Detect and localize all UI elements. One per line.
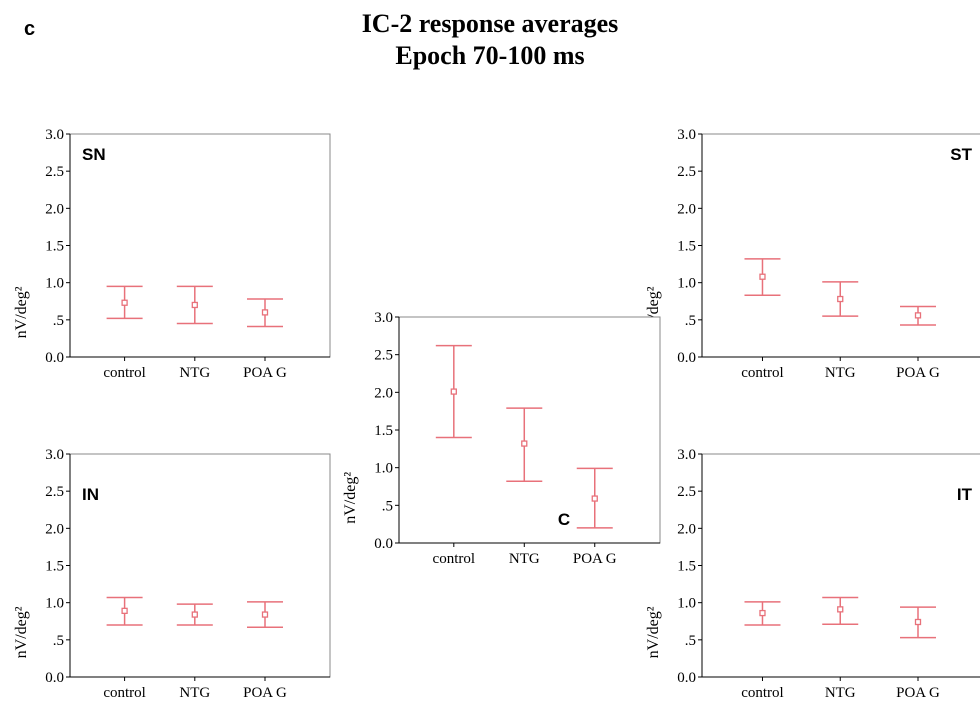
figure-title: IC-2 response averages [361,9,619,38]
x-tick-label: control [433,551,476,567]
x-tick-label: POA G [243,685,287,701]
chart-it: 0.0 .5 1.0 1.5 2.0 2.5 3.0 control NTG POA G nV/de… [645,447,980,701]
panel-label: SN [82,145,106,164]
y-tick-label: 2.5 [374,348,393,364]
y-tick-label: .5 [685,633,696,649]
y-tick-label: 2.5 [45,484,64,500]
plot-frame [69,133,331,358]
y-tick-label: 0.0 [374,536,393,552]
x-tick-label: NTG [179,365,210,381]
chart-c: 0.0 .5 1.0 1.5 2.0 2.5 3.0 control NTG POA G nV/de… [342,310,661,567]
y-tick-label: 3.0 [45,127,64,143]
y-tick-label: 0.0 [677,670,696,686]
x-tick-label: POA G [896,365,940,381]
y-tick-label: 2.0 [677,521,696,537]
x-tick-label: POA G [896,685,940,701]
y-tick-label: 3.0 [677,127,696,143]
chart-in: 0.0 .5 1.0 1.5 2.0 2.5 3.0 control NTG POA G nV/de… [13,447,331,701]
x-tick-label: POA G [243,365,287,381]
y-tick-label: 2.5 [677,484,696,500]
mean-marker [591,495,598,502]
y-axis-label: nV/deg² [645,606,662,658]
y-tick-label: 1.5 [677,239,696,255]
x-tick-label: NTG [509,551,540,567]
y-tick-label: 2.5 [677,164,696,180]
x-tick-label: control [741,685,784,701]
panel-letter: c [24,18,36,40]
y-tick-label: 1.5 [677,559,696,575]
mean-marker [261,309,269,316]
y-tick-label: .5 [382,498,393,514]
y-tick-label: 1.0 [45,276,64,292]
x-tick-label: control [103,685,146,701]
y-tick-label: .5 [685,313,696,329]
figure-subtitle: Epoch 70-100 ms [395,41,585,70]
x-tick-label: POA G [573,551,617,567]
y-tick-label: 1.5 [45,559,64,575]
x-tick-label: NTG [825,685,856,701]
y-tick-label: 0.0 [45,350,64,366]
y-tick-label: .5 [53,633,64,649]
y-axis-label: nV/deg² [13,606,30,658]
y-tick-label: 1.5 [374,423,393,439]
chart-sn: 0.0 .5 1.0 1.5 2.0 2.5 3.0 control NTG POA G nV/de… [13,127,331,381]
plot-frame [69,453,331,678]
mean-marker [837,606,844,613]
mean-marker [914,312,922,319]
plot-frame [701,453,980,678]
mean-marker [914,618,922,626]
y-axis-label: nV/deg² [342,472,359,524]
y-tick-label: .5 [53,313,64,329]
y-tick-label: 2.0 [45,521,64,537]
y-tick-label: 0.0 [45,670,64,686]
mean-marker [521,440,528,447]
mean-marker [191,611,198,618]
y-tick-label: 3.0 [45,447,64,463]
y-tick-label: 1.0 [677,276,696,292]
mean-marker [121,607,128,614]
mean-marker [759,273,766,280]
x-tick-label: NTG [825,365,856,381]
mean-marker [121,299,128,306]
panel-label: IT [957,485,973,504]
panel-label: ST [950,145,972,164]
x-tick-label: NTG [179,685,210,701]
mean-marker [837,295,844,303]
x-tick-label: control [741,365,784,381]
mean-marker [191,301,198,309]
y-tick-label: 1.0 [677,596,696,612]
x-tick-label: control [103,365,146,381]
y-axis-label: nV/deg² [13,286,30,338]
mean-marker [261,611,269,618]
y-tick-label: 2.5 [45,164,64,180]
y-tick-label: 1.0 [45,596,64,612]
y-tick-label: 3.0 [374,310,393,326]
panel-label: IN [82,485,99,504]
mean-marker [450,388,457,395]
y-tick-label: 1.0 [374,461,393,477]
plot-frame [701,133,980,358]
y-tick-label: 1.5 [45,239,64,255]
y-tick-label: 0.0 [677,350,696,366]
y-tick-label: 2.0 [45,201,64,217]
y-tick-label: 3.0 [677,447,696,463]
plot-frame [398,316,661,544]
y-tick-label: 2.0 [677,201,696,217]
y-tick-label: 2.0 [374,385,393,401]
panel-label: C [558,510,570,529]
mean-marker [759,609,766,617]
